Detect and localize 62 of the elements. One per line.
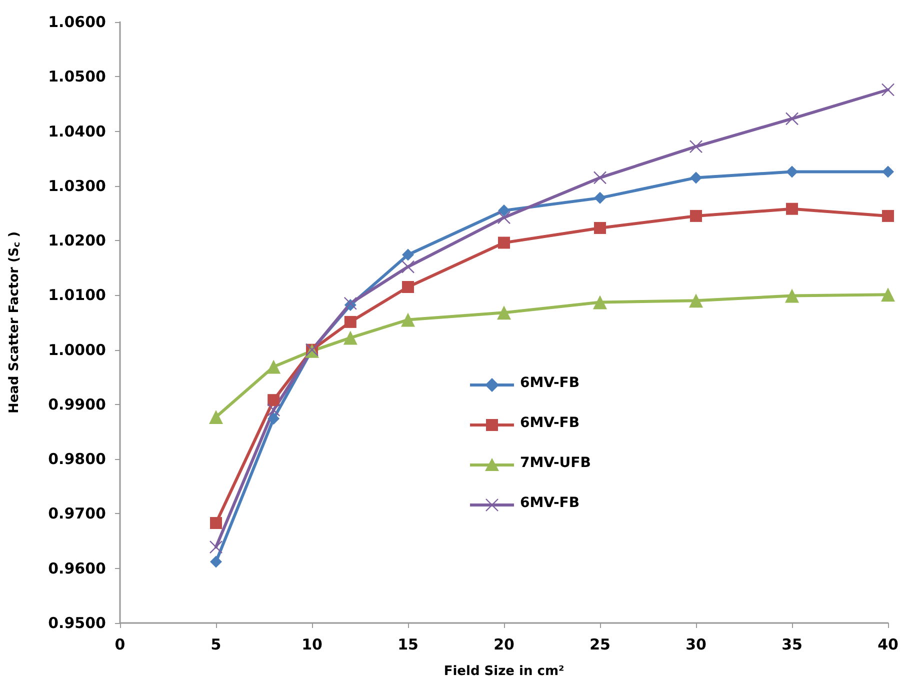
- point: [401, 260, 415, 274]
- point: [401, 312, 415, 327]
- point: [881, 288, 895, 302]
- point: [268, 394, 280, 406]
- point: [785, 112, 799, 126]
- point: [210, 556, 222, 568]
- y-tick-label: 1.0200: [48, 232, 106, 250]
- x-tick-label: 5: [210, 636, 222, 654]
- x-tick-label: 25: [590, 636, 610, 654]
- point: [343, 330, 358, 345]
- x-tick-label: 20: [494, 636, 514, 654]
- x-axis-title: Field Size in cm²: [444, 664, 564, 679]
- y-tick-label: 0.9700: [48, 504, 106, 523]
- y-tick-label: 0.9600: [48, 559, 106, 578]
- point: [266, 360, 281, 374]
- point: [882, 210, 894, 222]
- x-tick-label: 35: [782, 636, 802, 654]
- point: [785, 288, 799, 303]
- point: [498, 236, 510, 249]
- point: [402, 280, 414, 293]
- point: [689, 140, 703, 154]
- legend-label: 7MV-UFB: [520, 455, 591, 471]
- x-tick-label: 40: [878, 636, 898, 654]
- point: [344, 296, 357, 310]
- point: [497, 306, 511, 320]
- y-tick-label: 1.0400: [48, 122, 106, 140]
- point: [209, 410, 223, 424]
- point: [402, 248, 414, 261]
- x-tick-label: 30: [686, 636, 706, 654]
- legend-label: 6MV-FB: [520, 415, 580, 431]
- point: [498, 204, 510, 216]
- x-tick-label: 10: [302, 636, 322, 654]
- point: [594, 192, 606, 204]
- y-tick-label: 0.9500: [48, 614, 106, 632]
- y-tick-label: 1.0600: [48, 13, 106, 31]
- point: [690, 210, 702, 222]
- legend-label: 6MV-FB: [520, 375, 580, 391]
- point: [882, 166, 894, 178]
- point: [594, 222, 606, 234]
- point: [593, 295, 607, 310]
- y-tick-label: 0.9800: [48, 450, 106, 468]
- point: [786, 166, 798, 178]
- y-tick-label: 1.0500: [48, 68, 106, 86]
- point: [267, 403, 280, 417]
- x-tick-label: 0: [114, 636, 126, 654]
- y-tick-label: 1.0000: [48, 340, 106, 359]
- point: [689, 294, 703, 308]
- point: [268, 412, 280, 425]
- x-tick-label: 15: [398, 636, 418, 654]
- y-tick-label: 1.0300: [48, 176, 106, 195]
- point: [881, 83, 895, 96]
- legend-label: 6MV-FB: [520, 495, 580, 511]
- point: [690, 172, 702, 184]
- point: [786, 202, 798, 215]
- point: [210, 517, 222, 530]
- point: [497, 211, 511, 224]
- y-axis-title: Head Scatter Factor (Sc ): [7, 231, 22, 414]
- y-tick-label: 0.9900: [48, 395, 106, 414]
- point: [209, 540, 223, 554]
- point: [344, 316, 356, 328]
- y-tick-label: 1.0100: [48, 286, 106, 304]
- point: [593, 171, 607, 184]
